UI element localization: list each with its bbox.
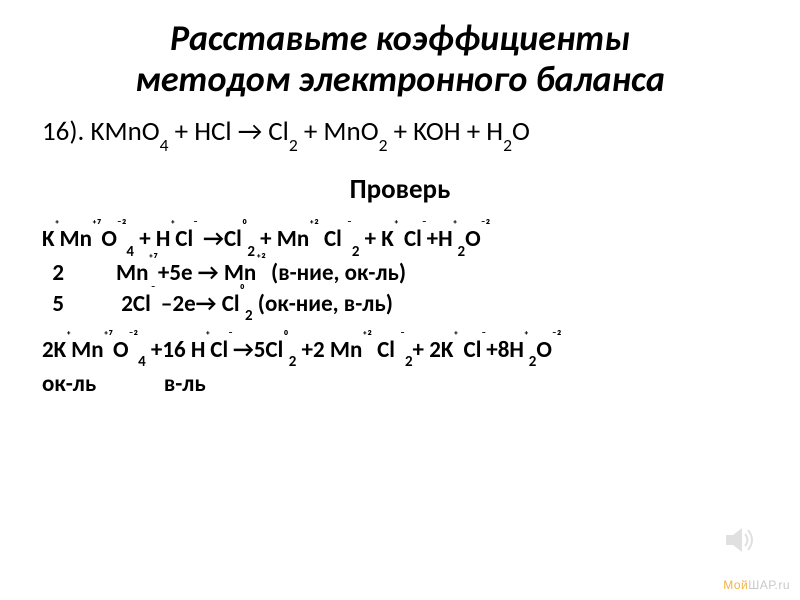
title-line-1: Расставьте коэффициенты	[170, 16, 630, 60]
watermark: МойШАР.ru	[723, 578, 790, 592]
work-line-5: ок-ль в-ль	[42, 369, 764, 400]
check-label: Проверь	[36, 173, 764, 206]
problem-line: 16). KMnO4 + HCl → Cl2 + MnO2 + KOH + H2…	[36, 115, 764, 151]
work-line-4: 2K⁺Mn⁺⁷O⁻²4 +16 H⁺Cl⁻→5Cl⁰2 +2 Mn⁺² Cl ⁻…	[42, 335, 764, 369]
solution-block: K⁺Mn⁺⁷O⁻²4 + H⁺Cl⁻ →Cl⁰2 + Mn⁺² Cl ⁻2 + …	[36, 224, 764, 399]
watermark-accent: Мой	[723, 578, 748, 592]
work-line-3: 5 2Cl⁻ ‒2e→ Cl⁰2 (ок-ние, в-ль)	[42, 289, 764, 323]
speaker-icon	[724, 525, 758, 560]
problem-number: 16).	[42, 115, 90, 148]
slide: Расставьте коэффициенты методом электрон…	[0, 0, 800, 600]
watermark-text: ШАР.ru	[748, 578, 790, 592]
problem-equation: KMnO4 + HCl → Cl2 + MnO2 + KOH + H2O	[90, 115, 529, 148]
page-title: Расставьте коэффициенты методом электрон…	[36, 18, 764, 101]
title-line-2: методом электронного баланса	[135, 57, 665, 101]
